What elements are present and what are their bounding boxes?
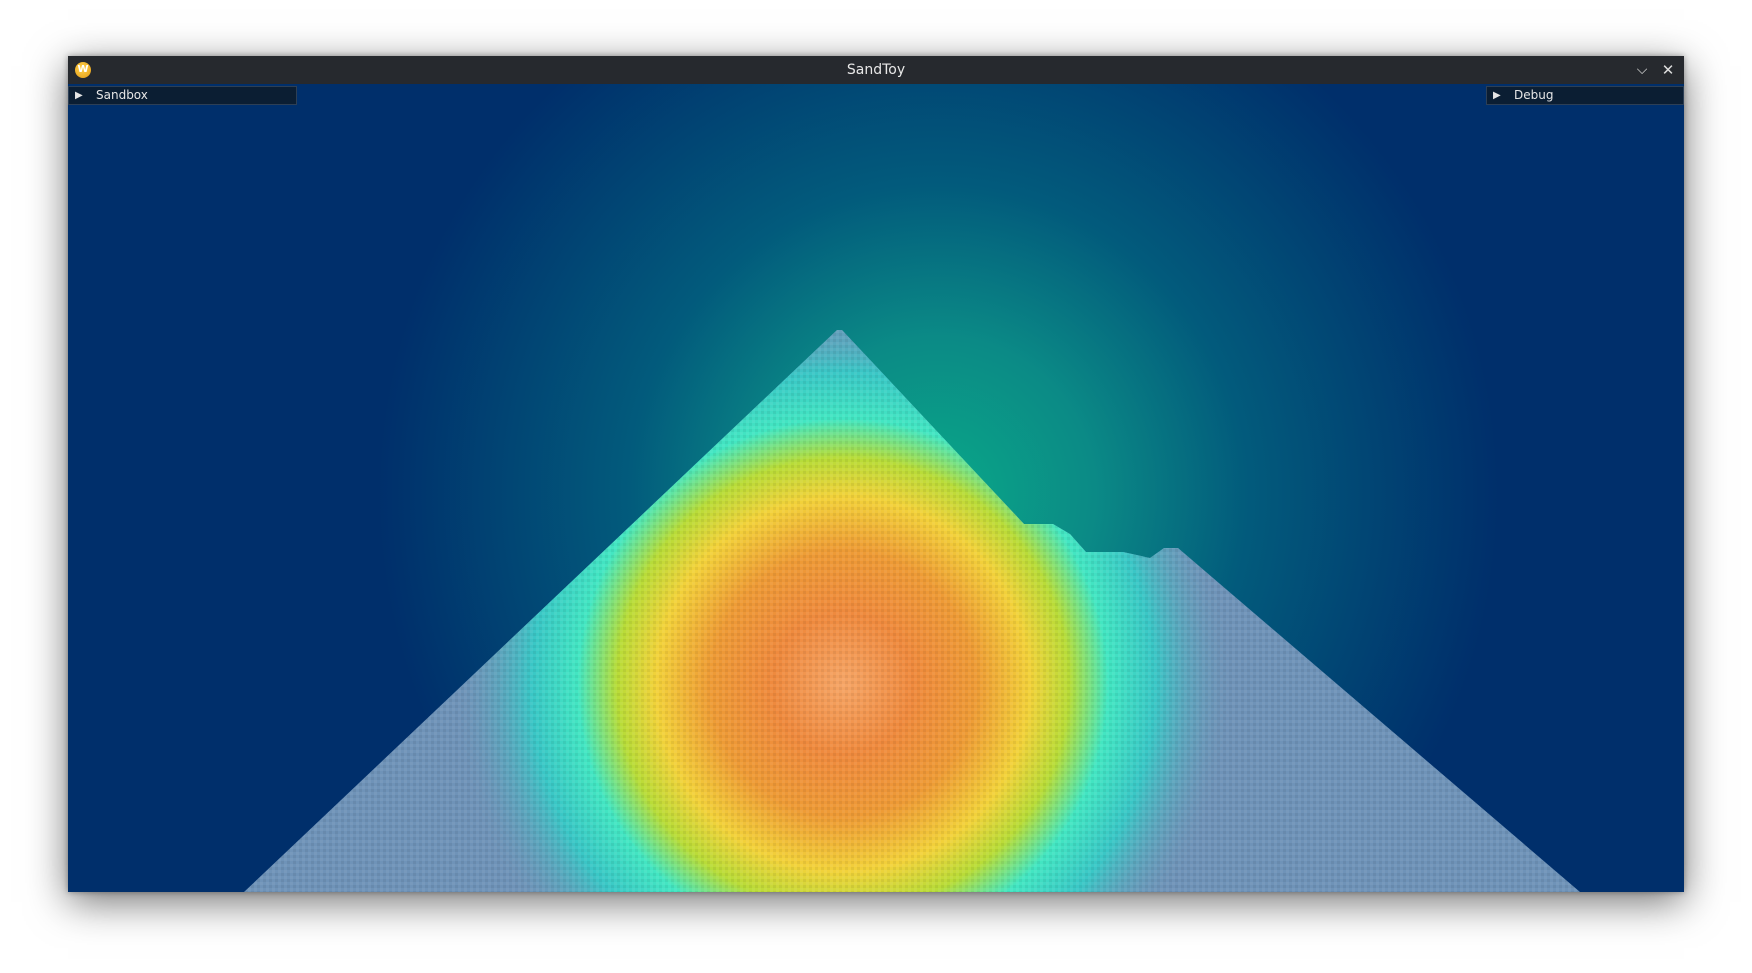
window-title: SandToy [846, 62, 906, 78]
simulation-canvas[interactable]: ▶ Sandbox ▶ Debug [68, 84, 1684, 892]
sandbox-panel-header[interactable]: ▶ Sandbox [68, 86, 297, 105]
expand-arrow-icon: ▶ [75, 90, 83, 101]
close-button[interactable]: ✕ [1661, 61, 1675, 79]
debug-panel-header[interactable]: ▶ Debug [1486, 86, 1684, 105]
sandbox-panel-label: Sandbox [96, 88, 148, 102]
app-icon: W [75, 62, 91, 78]
sand-simulation [68, 84, 1684, 892]
app-window: W SandToy ⌵ ✕ [68, 56, 1684, 892]
title-bar[interactable]: W SandToy ⌵ ✕ [68, 56, 1684, 84]
expand-arrow-icon: ▶ [1493, 90, 1501, 101]
minimize-button[interactable]: ⌵ [1636, 62, 1648, 78]
debug-panel-label: Debug [1514, 88, 1554, 102]
